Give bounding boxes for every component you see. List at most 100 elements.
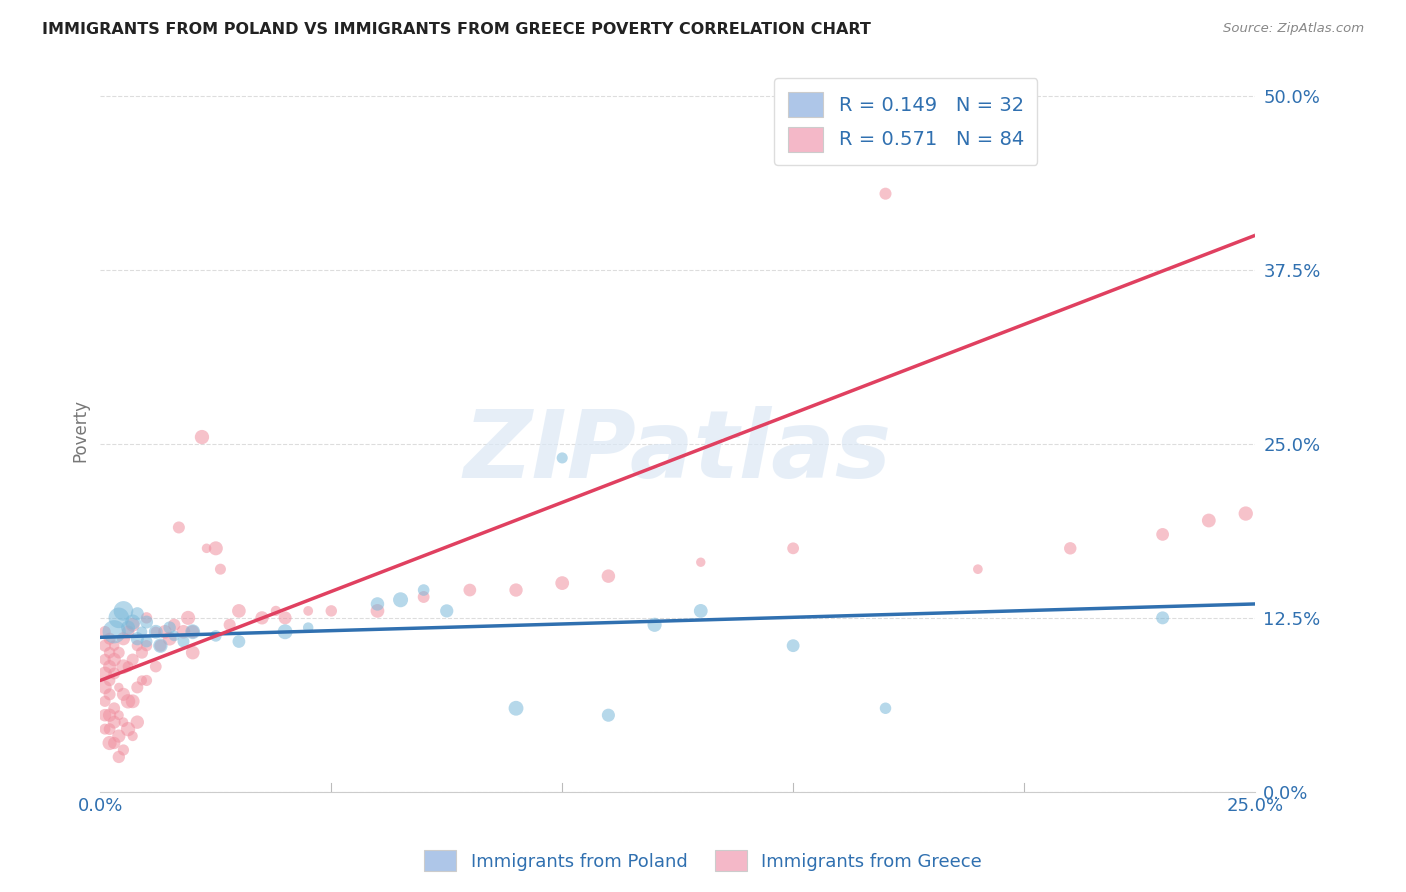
Point bbox=[967, 562, 990, 576]
Point bbox=[177, 611, 200, 625]
Point bbox=[127, 632, 149, 646]
Point bbox=[598, 708, 620, 723]
Point bbox=[112, 659, 135, 673]
Point bbox=[108, 729, 131, 743]
Point bbox=[1152, 527, 1174, 541]
Point bbox=[108, 681, 131, 695]
Point bbox=[131, 624, 153, 639]
Point bbox=[108, 646, 131, 660]
Point bbox=[117, 722, 139, 736]
Point bbox=[121, 617, 143, 632]
Point bbox=[117, 621, 139, 635]
Point bbox=[159, 621, 181, 635]
Point bbox=[135, 634, 157, 648]
Point bbox=[264, 604, 287, 618]
Legend: R = 0.149   N = 32, R = 0.571   N = 84: R = 0.149 N = 32, R = 0.571 N = 84 bbox=[775, 78, 1038, 165]
Point bbox=[191, 430, 214, 444]
Point bbox=[117, 694, 139, 708]
Point bbox=[112, 687, 135, 701]
Point bbox=[145, 624, 167, 639]
Point bbox=[436, 604, 458, 618]
Point bbox=[782, 541, 804, 556]
Point bbox=[112, 715, 135, 730]
Text: Source: ZipAtlas.com: Source: ZipAtlas.com bbox=[1223, 22, 1364, 36]
Point bbox=[145, 659, 167, 673]
Point bbox=[94, 652, 117, 666]
Point bbox=[94, 722, 117, 736]
Point bbox=[94, 666, 117, 681]
Point bbox=[181, 624, 204, 639]
Point bbox=[121, 615, 143, 629]
Point bbox=[551, 450, 574, 465]
Point bbox=[505, 701, 527, 715]
Y-axis label: Poverty: Poverty bbox=[72, 399, 89, 461]
Point bbox=[103, 652, 125, 666]
Point bbox=[108, 750, 131, 764]
Point bbox=[98, 646, 121, 660]
Point bbox=[131, 646, 153, 660]
Point bbox=[127, 639, 149, 653]
Point bbox=[135, 615, 157, 629]
Point bbox=[204, 629, 226, 643]
Text: ZIPatlas: ZIPatlas bbox=[464, 406, 891, 498]
Point bbox=[181, 624, 204, 639]
Point bbox=[598, 569, 620, 583]
Point bbox=[98, 659, 121, 673]
Point bbox=[98, 708, 121, 723]
Point bbox=[127, 715, 149, 730]
Point bbox=[782, 639, 804, 653]
Point bbox=[94, 694, 117, 708]
Point bbox=[94, 681, 117, 695]
Point bbox=[135, 639, 157, 653]
Point bbox=[135, 611, 157, 625]
Point bbox=[875, 186, 897, 201]
Point bbox=[121, 694, 143, 708]
Point bbox=[117, 659, 139, 673]
Point bbox=[1152, 611, 1174, 625]
Point bbox=[644, 617, 666, 632]
Point bbox=[412, 582, 434, 597]
Point bbox=[145, 624, 167, 639]
Point bbox=[218, 617, 240, 632]
Point bbox=[389, 592, 412, 607]
Point bbox=[98, 687, 121, 701]
Point bbox=[274, 624, 297, 639]
Point bbox=[1234, 507, 1257, 521]
Point bbox=[366, 604, 388, 618]
Legend: Immigrants from Poland, Immigrants from Greece: Immigrants from Poland, Immigrants from … bbox=[416, 843, 990, 879]
Point bbox=[159, 632, 181, 646]
Point bbox=[103, 715, 125, 730]
Point bbox=[112, 743, 135, 757]
Point bbox=[167, 520, 190, 534]
Point bbox=[250, 611, 273, 625]
Point bbox=[117, 624, 139, 639]
Point bbox=[228, 604, 250, 618]
Point bbox=[689, 604, 711, 618]
Point bbox=[274, 611, 297, 625]
Point bbox=[121, 652, 143, 666]
Point bbox=[321, 604, 343, 618]
Point bbox=[228, 634, 250, 648]
Point bbox=[127, 681, 149, 695]
Point bbox=[112, 632, 135, 646]
Point bbox=[209, 562, 232, 576]
Point bbox=[98, 722, 121, 736]
Point bbox=[127, 607, 149, 621]
Point bbox=[94, 708, 117, 723]
Point bbox=[195, 541, 218, 556]
Point bbox=[173, 624, 195, 639]
Point bbox=[458, 582, 481, 597]
Point bbox=[149, 639, 172, 653]
Point bbox=[98, 736, 121, 750]
Point bbox=[366, 597, 388, 611]
Point bbox=[875, 701, 897, 715]
Point bbox=[131, 673, 153, 688]
Point bbox=[98, 632, 121, 646]
Point bbox=[181, 646, 204, 660]
Point bbox=[505, 582, 527, 597]
Point bbox=[94, 624, 117, 639]
Point bbox=[1059, 541, 1081, 556]
Point bbox=[1198, 514, 1220, 528]
Point bbox=[689, 555, 711, 569]
Point bbox=[204, 541, 226, 556]
